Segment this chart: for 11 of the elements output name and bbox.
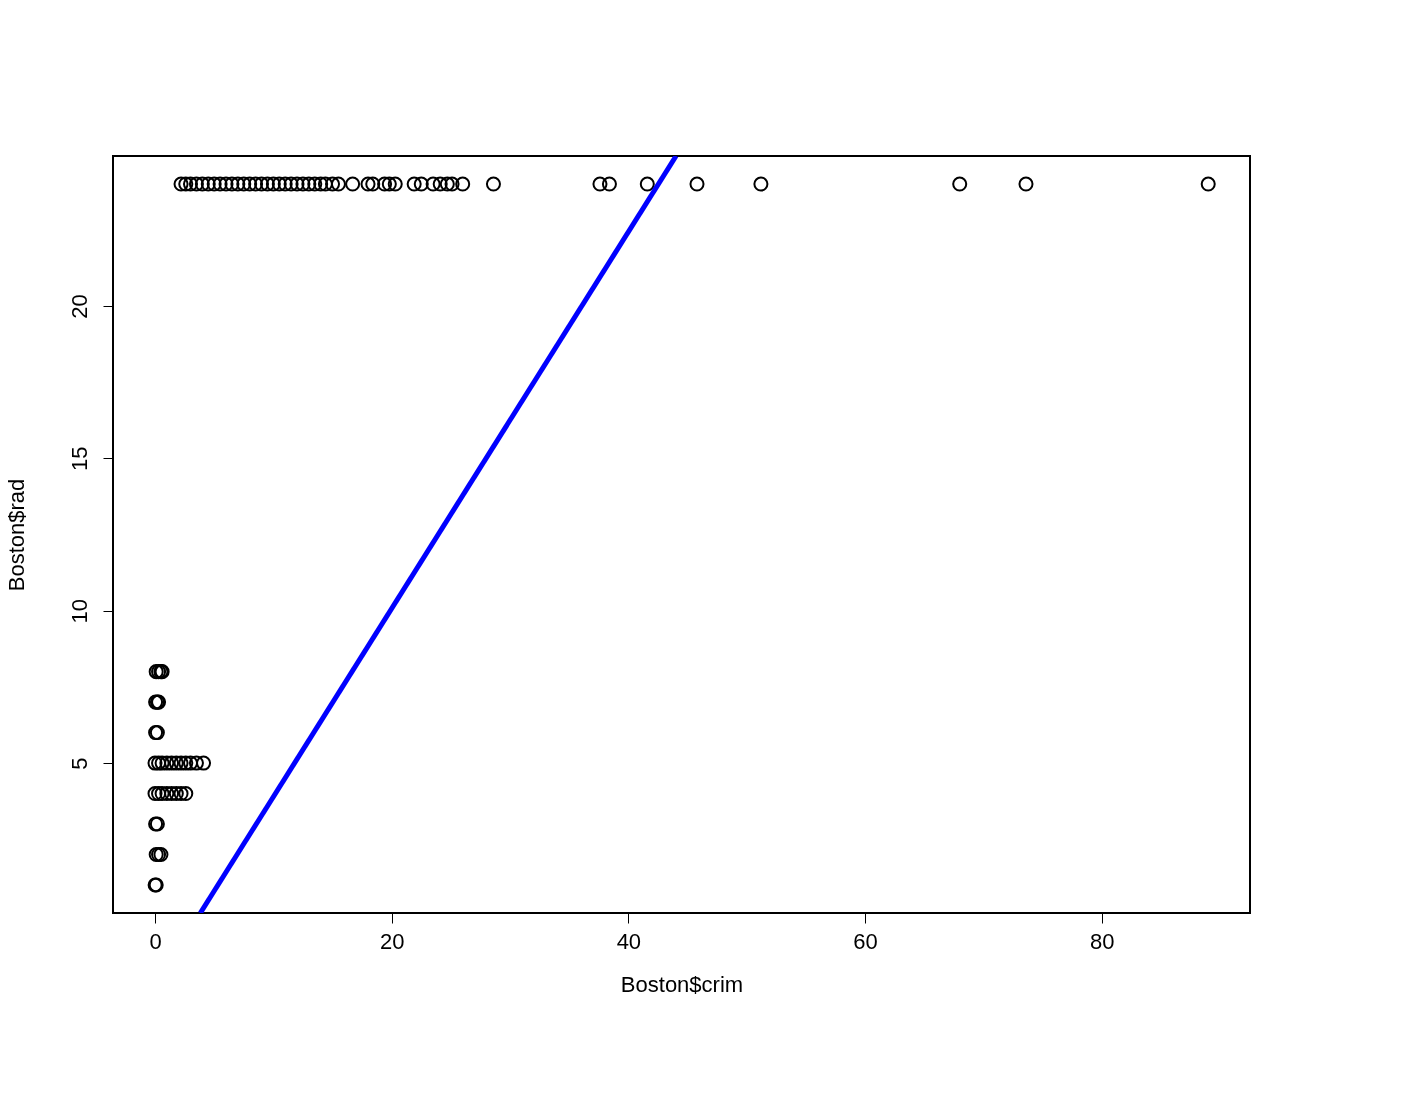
y-tick-label: 15 — [66, 446, 92, 472]
y-tick-label: 10 — [66, 598, 92, 624]
y-tick-label: 20 — [66, 294, 92, 319]
x-axis-title: Boston$crim — [620, 971, 744, 997]
x-tick-label: 60 — [853, 928, 878, 954]
x-tick-label: 0 — [149, 928, 162, 954]
x-tick-label: 40 — [616, 928, 642, 954]
x-tick-label: 80 — [1089, 928, 1115, 954]
y-tick-label: 5 — [66, 757, 92, 770]
y-axis-title: Boston$rad — [3, 478, 29, 592]
x-tick-label: 20 — [379, 928, 405, 954]
